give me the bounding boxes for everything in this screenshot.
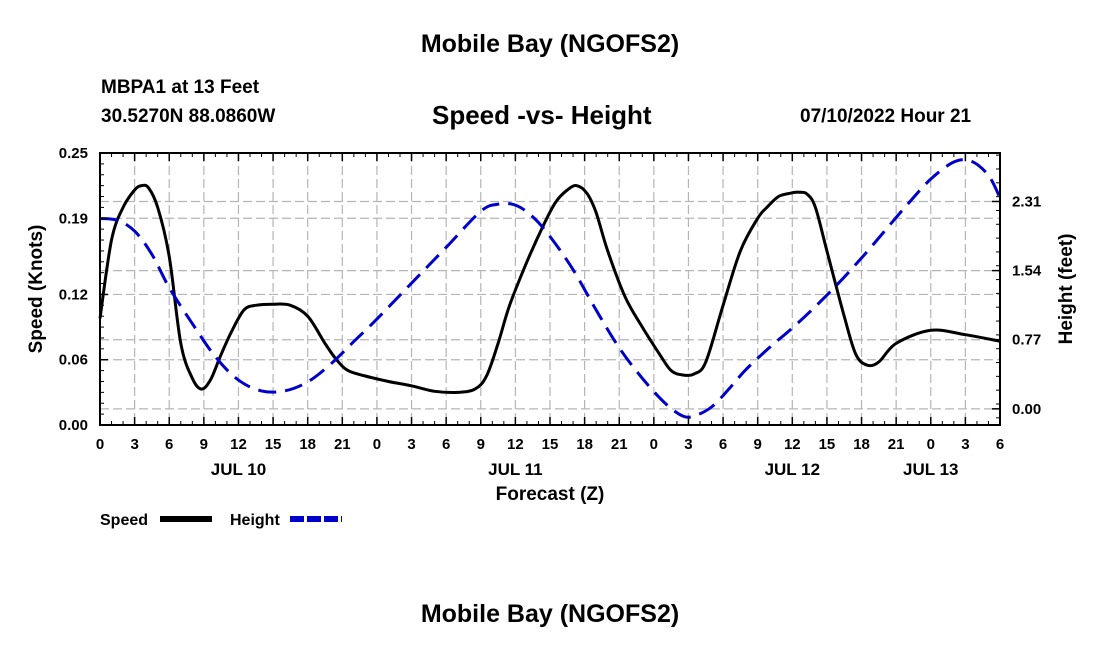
- x-tick-label: 12: [784, 436, 801, 453]
- x-tick-label: 3: [961, 436, 969, 453]
- y2-tick-label: 2.31: [1012, 193, 1041, 210]
- x-tick-label: 0: [373, 436, 381, 453]
- y-tick-label: 0.00: [59, 417, 88, 434]
- x-tick-label: 18: [299, 436, 316, 453]
- x-axis-title: Forecast (Z): [496, 484, 605, 505]
- x-tick-label: 3: [130, 436, 138, 453]
- x-date-label: JUL 10: [211, 460, 266, 479]
- x-tick-label: 15: [265, 436, 282, 453]
- y-tick-label: 0.06: [59, 352, 88, 369]
- station-coords: 30.5270N 88.0860W: [101, 106, 276, 127]
- x-date-label: JUL 13: [903, 460, 958, 479]
- main-title: Mobile Bay (NGOFS2): [420, 30, 680, 58]
- y-tick-label: 0.12: [59, 286, 88, 303]
- y2-tick-label: 0.00: [1012, 401, 1041, 418]
- x-tick-label: 6: [996, 436, 1004, 453]
- x-tick-label: 9: [754, 436, 762, 453]
- forecast-datetime: 07/10/2022 Hour 21: [800, 106, 972, 127]
- speed-series-line: [98, 183, 1001, 395]
- y2-tick-label: 1.54: [1012, 263, 1042, 280]
- axis-layer: 0 3 6 9 12 15 18 21 0 3 6 9 12 15 18 21 0 3 6 9 12 15 18 21 0 3 6 J…: [59, 145, 1042, 479]
- x-tick-label: 15: [819, 436, 836, 453]
- x-tick-label: 21: [888, 436, 905, 453]
- station-name: MBPA1 at 13 Feet: [101, 77, 260, 98]
- x-date-label: JUL 12: [765, 460, 820, 479]
- x-tick-label: 12: [230, 436, 247, 453]
- x-tick-label: 3: [407, 436, 415, 453]
- x-tick-label: 12: [507, 436, 524, 453]
- x-tick-label: 6: [719, 436, 727, 453]
- x-tick-label: 0: [96, 436, 104, 453]
- x-tick-label: 21: [611, 436, 628, 453]
- x-tick-label: 18: [576, 436, 593, 453]
- x-tick-label: 15: [542, 436, 559, 453]
- y2-axis-title: Height (feet): [1056, 234, 1077, 345]
- legend-label-height: Height: [230, 512, 280, 529]
- y-tick-label: 0.19: [59, 210, 88, 227]
- x-tick-label: 0: [927, 436, 935, 453]
- legend-label-speed: Speed: [100, 512, 148, 529]
- y2-tick-label: 0.77: [1012, 332, 1041, 349]
- y-tick-label: 0.25: [59, 145, 88, 162]
- x-tick-label: 9: [477, 436, 485, 453]
- series-layer: [98, 158, 1002, 419]
- x-tick-label: 21: [334, 436, 351, 453]
- grid-layer: [100, 153, 1000, 425]
- chart-subtitle: Speed -vs- Height: [432, 100, 652, 130]
- x-tick-label: 3: [684, 436, 692, 453]
- x-tick-label: 6: [165, 436, 173, 453]
- legend: Speed Height: [100, 512, 342, 529]
- height-series-line: [99, 158, 1002, 419]
- y-axis-title: Speed (Knots): [26, 225, 47, 354]
- bottom-title: Mobile Bay (NGOFS2): [420, 600, 680, 628]
- x-tick-label: 9: [200, 436, 208, 453]
- x-tick-label: 18: [853, 436, 870, 453]
- x-tick-label: 0: [650, 436, 658, 453]
- x-date-label: JUL 11: [488, 460, 543, 479]
- x-tick-label: 6: [442, 436, 450, 453]
